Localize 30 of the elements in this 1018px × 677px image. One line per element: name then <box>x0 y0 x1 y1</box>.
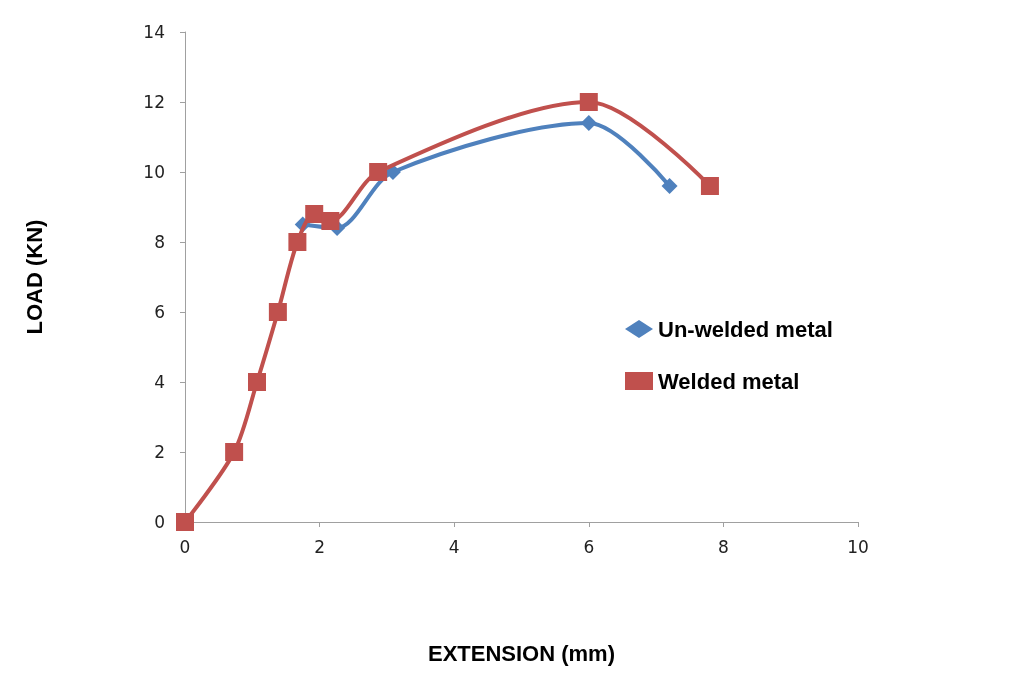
point <box>225 443 244 461</box>
point <box>321 212 340 230</box>
y-axis-title: LOAD (KN) <box>21 219 47 335</box>
x-tick-label: 4 <box>448 536 460 557</box>
y-tick-label: 6 <box>154 302 165 322</box>
y-tick-label: 4 <box>154 372 165 392</box>
point <box>700 177 719 195</box>
y-tick-label: 0 <box>154 512 165 532</box>
point <box>305 205 324 223</box>
point <box>268 303 287 321</box>
y-tick-label: 8 <box>154 232 165 252</box>
x-tick-label: 2 <box>314 536 326 557</box>
x-tick-label: 6 <box>583 536 595 557</box>
legend-label: Welded metal <box>658 368 800 394</box>
y-tick-label: 10 <box>143 162 165 182</box>
x-tick-label: 8 <box>717 536 729 557</box>
point <box>661 178 678 194</box>
point <box>248 373 267 391</box>
point <box>369 163 388 181</box>
point <box>579 93 598 111</box>
x-axis-title: EXTENSION (mm) <box>427 640 616 666</box>
point <box>288 233 307 251</box>
x-tick-label: 0 <box>179 536 191 557</box>
legend-label: Un-welded metal <box>658 316 833 342</box>
y-tick-label: 2 <box>154 442 165 462</box>
point <box>176 513 194 531</box>
y-tick-label: 12 <box>143 92 165 112</box>
y-tick-label: 14 <box>143 22 165 42</box>
point <box>580 115 597 131</box>
x-tick-label: 10 <box>847 536 869 557</box>
